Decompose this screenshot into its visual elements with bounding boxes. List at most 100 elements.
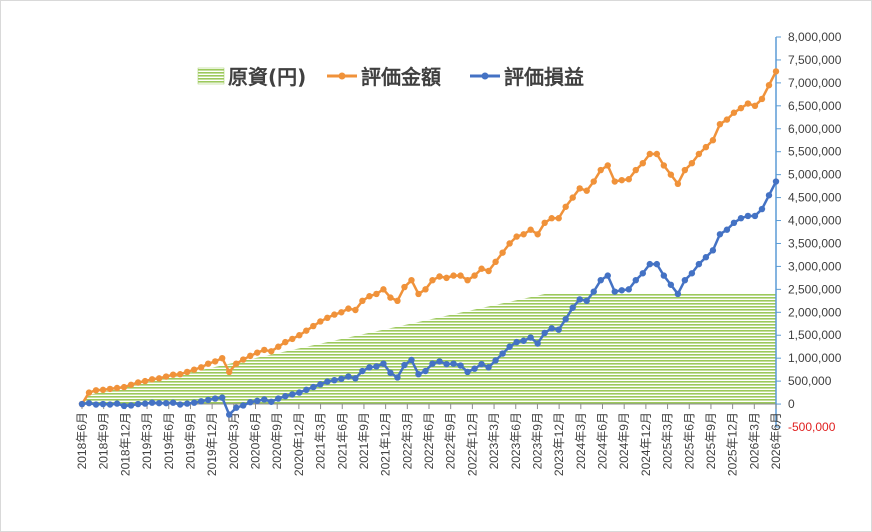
data-point — [611, 288, 618, 295]
data-point — [113, 384, 121, 392]
data-point — [394, 374, 401, 381]
x-tick-label: 2022年9月 — [444, 412, 458, 469]
x-tick-label: 2021年3月 — [314, 412, 328, 469]
data-point — [408, 356, 415, 364]
data-point — [261, 346, 268, 354]
data-point — [457, 362, 464, 369]
data-point — [401, 361, 408, 369]
data-point — [527, 334, 534, 341]
x-tick-label: 2019年12月 — [205, 412, 219, 476]
data-point — [247, 399, 254, 406]
data-point — [716, 231, 724, 238]
data-point — [204, 396, 212, 404]
y-tick-label: -500,000 — [788, 420, 836, 434]
data-point — [464, 276, 471, 284]
data-point — [324, 314, 331, 321]
data-point — [310, 383, 317, 391]
y-tick-label: 3,500,000 — [788, 236, 842, 250]
x-tick-label: 2022年12月 — [465, 412, 479, 476]
data-point — [758, 95, 766, 103]
data-point — [555, 326, 562, 333]
x-tick-label: 2023年6月 — [509, 412, 523, 469]
data-point — [176, 401, 184, 408]
data-point — [471, 365, 478, 372]
data-point — [695, 150, 703, 158]
data-point — [520, 337, 527, 344]
data-point — [352, 306, 359, 314]
data-point — [639, 159, 647, 167]
y-tick-label: 7,500,000 — [788, 53, 842, 67]
data-point — [436, 358, 443, 365]
x-tick-label: 2025年3月 — [661, 412, 675, 469]
legend-label-profit: 評価損益 — [504, 65, 584, 89]
data-point — [233, 360, 240, 367]
data-point — [667, 281, 675, 288]
data-point — [450, 360, 457, 367]
data-point — [625, 176, 632, 183]
data-point — [324, 378, 331, 385]
x-tick-label: 2018年9月 — [97, 412, 111, 469]
data-point — [289, 335, 296, 343]
data-point — [366, 364, 373, 371]
data-point — [415, 290, 422, 298]
data-point — [730, 109, 738, 116]
data-point — [247, 352, 254, 360]
data-point — [548, 325, 555, 332]
data-point — [204, 360, 212, 367]
data-point — [219, 354, 226, 362]
y-tick-label: 3,000,000 — [788, 259, 842, 273]
data-point — [345, 305, 352, 312]
data-point — [653, 260, 661, 268]
data-point — [737, 215, 745, 222]
x-tick-label: 2026年6月 — [769, 412, 783, 469]
data-point — [373, 290, 380, 298]
data-point — [317, 318, 324, 325]
x-tick-label: 2024年12月 — [639, 412, 653, 476]
data-point — [443, 360, 450, 368]
data-point — [211, 358, 219, 365]
y-tick-label: 5,500,000 — [788, 145, 842, 159]
y-tick-label: 1,000,000 — [788, 351, 842, 365]
data-point — [373, 363, 380, 370]
legend-marker-valuation — [338, 72, 346, 80]
data-point — [92, 401, 100, 408]
data-point — [471, 272, 478, 279]
data-point — [345, 373, 352, 380]
data-point — [758, 205, 766, 213]
data-point — [534, 340, 541, 347]
data-point — [113, 400, 121, 407]
data-point — [765, 192, 773, 199]
data-point — [667, 171, 675, 178]
x-tick-label: 2020年9月 — [270, 412, 284, 469]
data-point — [632, 276, 639, 284]
data-point — [120, 383, 128, 391]
data-point — [527, 226, 534, 233]
legend-label-valuation: 評価金額 — [361, 65, 441, 89]
data-point — [492, 258, 499, 266]
y-tick-label: 0 — [788, 397, 795, 411]
data-point — [492, 357, 499, 364]
x-tick-label: 2025年6月 — [682, 412, 696, 469]
data-point — [751, 102, 759, 110]
x-tick-label: 2018年6月 — [75, 412, 89, 469]
x-tick-label: 2024年9月 — [617, 412, 631, 469]
y-tick-label: 2,000,000 — [788, 305, 842, 319]
data-point — [541, 219, 548, 227]
data-point — [604, 162, 611, 169]
series-layer — [78, 68, 780, 418]
y-tick-label: 2,500,000 — [788, 282, 842, 296]
data-point — [380, 360, 387, 367]
principal-area-layer — [82, 293, 776, 405]
data-point — [120, 402, 128, 410]
data-point — [660, 162, 668, 169]
data-point — [618, 176, 625, 184]
data-point — [387, 294, 394, 301]
data-point — [737, 104, 745, 112]
data-point — [240, 356, 247, 363]
data-point — [646, 150, 654, 158]
data-point — [219, 394, 226, 401]
data-point — [429, 276, 436, 284]
data-point — [576, 296, 583, 303]
